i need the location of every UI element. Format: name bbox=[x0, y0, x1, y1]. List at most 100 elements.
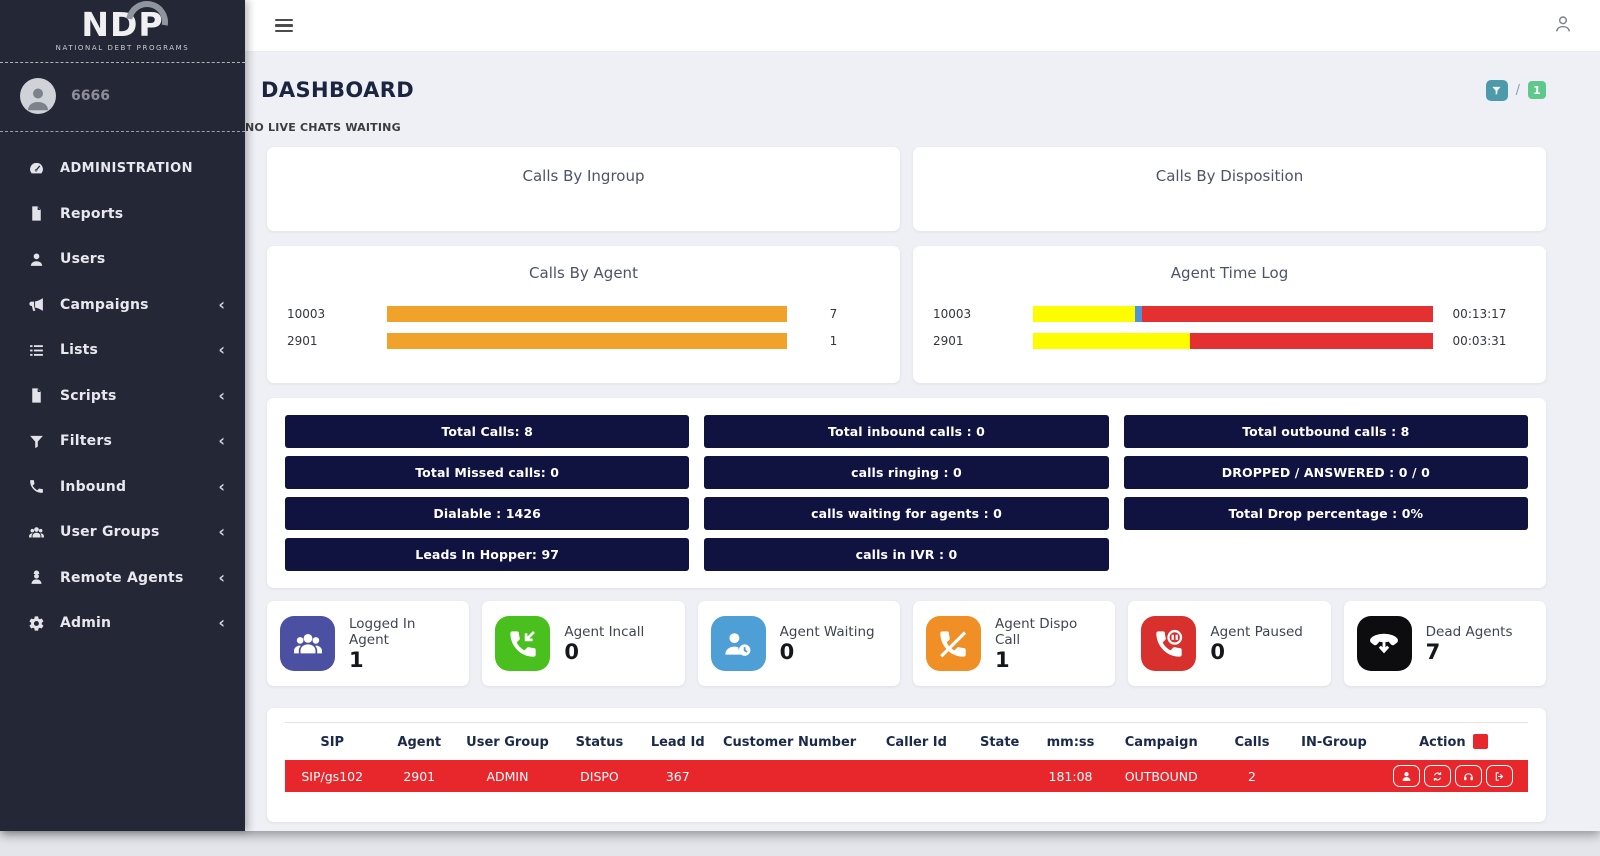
sidebar-item-user-groups[interactable]: User Groups ‹ bbox=[0, 510, 245, 556]
action-view-agent-button[interactable] bbox=[1393, 765, 1421, 787]
phone-pause-icon bbox=[1141, 616, 1197, 671]
card-label: Agent Paused bbox=[1210, 624, 1303, 640]
separator: / bbox=[1515, 82, 1520, 98]
filter-button[interactable] bbox=[1485, 79, 1508, 101]
users-group-icon bbox=[280, 616, 335, 671]
bar-value: 00:13:17 bbox=[1452, 306, 1507, 321]
card-label: Dead Agents bbox=[1425, 624, 1513, 640]
col-header-status: Status bbox=[555, 722, 643, 760]
stat-pill: DROPPED / ANSWERED : 0 / 0 bbox=[1123, 456, 1528, 489]
card-value: 7 bbox=[1425, 640, 1441, 664]
bar-rows: 10003 7 2901 1 bbox=[287, 305, 880, 349]
stats-column-1: Total Calls: 8 Total Missed calls: 0 Dia… bbox=[285, 415, 690, 579]
calls-by-ingroup-chart: Calls By Ingroup bbox=[267, 147, 900, 231]
stat-pill: Leads In Hopper: 97 bbox=[285, 538, 690, 571]
agent-waiting-card: Agent Waiting 0 bbox=[697, 601, 900, 686]
cell-caller-id bbox=[867, 760, 966, 792]
stat-pill: Total Missed calls: 0 bbox=[285, 456, 690, 489]
file-icon bbox=[27, 387, 45, 405]
live-chats-ticker: NO LIVE CHATS WAITING bbox=[245, 121, 401, 134]
stacked-bar bbox=[1033, 305, 1433, 322]
card-value: 0 bbox=[779, 640, 795, 664]
sidebar-item-label: Inbound bbox=[60, 478, 127, 495]
headphones-icon bbox=[1463, 771, 1474, 782]
sidebar-item-lists[interactable]: Lists ‹ bbox=[0, 328, 245, 374]
sidebar-item-label: Campaigns bbox=[60, 296, 149, 313]
action-legend-swatch bbox=[1472, 734, 1488, 749]
action-recycle-call-button[interactable] bbox=[1424, 765, 1452, 787]
brand-tagline: NATIONAL DEBT PROGRAMS bbox=[55, 43, 190, 52]
sidebar-item-scripts[interactable]: Scripts ‹ bbox=[0, 373, 245, 419]
stat-pill: Total Calls: 8 bbox=[285, 415, 690, 448]
card-value: 0 bbox=[1210, 640, 1225, 664]
sidebar-item-inbound[interactable]: Inbound ‹ bbox=[0, 464, 245, 510]
sidebar-item-admin[interactable]: Admin ‹ bbox=[0, 601, 245, 647]
action-logout-agent-button[interactable] bbox=[1486, 765, 1514, 787]
sidebar-item-reports[interactable]: Reports bbox=[0, 191, 245, 237]
stat-pill: calls waiting for agents : 0 bbox=[704, 497, 1109, 530]
bar bbox=[387, 332, 787, 349]
bar-row: 10003 00:13:17 bbox=[933, 305, 1526, 322]
person-photo-avatar bbox=[23, 84, 53, 114]
col-header-agent: Agent bbox=[379, 722, 459, 760]
chart-title: Calls By Ingroup bbox=[522, 167, 645, 185]
logout-icon bbox=[1494, 771, 1505, 782]
stat-pill: Dialable : 1426 bbox=[285, 497, 690, 530]
bar-rows: 10003 00:13:17 2901 00:03:31 bbox=[933, 305, 1526, 349]
chevron-left-icon: ‹ bbox=[218, 476, 225, 496]
col-header-mmss: mm:ss bbox=[1033, 722, 1108, 760]
sidebar-nav: ADMINISTRATION Reports Users Campaigns ‹… bbox=[0, 132, 245, 647]
stats-column-3: Total outbound calls : 8 DROPPED / ANSWE… bbox=[1123, 415, 1528, 579]
bar-label: 10003 bbox=[933, 306, 972, 321]
table-row: SIP/gs102 2901 ADMIN DISPO 367 181:08 OU… bbox=[285, 760, 1528, 792]
phone-incoming-icon bbox=[495, 616, 551, 671]
card-value: 1 bbox=[349, 648, 364, 672]
cell-sip: SIP/gs102 bbox=[301, 768, 364, 784]
topbar-user-icon[interactable] bbox=[1552, 13, 1574, 39]
page-title: DASHBOARD bbox=[261, 78, 415, 102]
page-header: DASHBOARD / 1 bbox=[261, 74, 1546, 106]
stat-pill: Total Drop percentage : 0% bbox=[1123, 497, 1528, 530]
bar-label: 10003 bbox=[287, 306, 326, 321]
charts-row-1: Calls By Ingroup Calls By Disposition bbox=[267, 147, 1546, 231]
sidebar-item-campaigns[interactable]: Campaigns ‹ bbox=[0, 282, 245, 328]
sidebar-item-filters[interactable]: Filters ‹ bbox=[0, 419, 245, 465]
agent-incall-card: Agent Incall 0 bbox=[482, 601, 685, 686]
bar-value: 1 bbox=[829, 333, 838, 348]
chart-title: Calls By Agent bbox=[529, 264, 638, 282]
agent-dispo-call-card: Agent Dispo Call 1 bbox=[912, 601, 1116, 686]
sidebar-item-label: Admin bbox=[60, 615, 112, 632]
cell-actions bbox=[1379, 760, 1528, 792]
sidebar-item-label: Users bbox=[60, 251, 106, 268]
bar-value: 00:03:31 bbox=[1452, 333, 1507, 348]
card-label: Agent Waiting bbox=[779, 624, 875, 640]
stat-pill: Total outbound calls : 8 bbox=[1123, 415, 1528, 448]
agent-icon bbox=[27, 569, 45, 587]
live-count-badge[interactable]: 1 bbox=[1528, 81, 1546, 99]
file-icon bbox=[27, 205, 45, 223]
stat-pill: Total inbound calls : 0 bbox=[704, 415, 1109, 448]
sidebar-item-label: Filters bbox=[60, 433, 112, 450]
sidebar-item-administration[interactable]: ADMINISTRATION bbox=[0, 146, 245, 192]
action-listen-button[interactable] bbox=[1455, 765, 1483, 787]
stacked-bar bbox=[1033, 332, 1433, 349]
gear-icon bbox=[27, 614, 45, 632]
sidebar-user-panel[interactable]: 6666 bbox=[0, 63, 245, 132]
cell-status: DISPO bbox=[580, 768, 619, 784]
stat-pill: calls ringing : 0 bbox=[704, 456, 1109, 489]
sidebar: NDP NATIONAL DEBT PROGRAMS 6666 ADMINIST… bbox=[0, 0, 245, 831]
cell-lead-id: 367 bbox=[665, 768, 690, 784]
hamburger-menu-icon[interactable] bbox=[275, 16, 293, 35]
sidebar-item-users[interactable]: Users bbox=[0, 237, 245, 283]
bar-label: 2901 bbox=[933, 333, 964, 348]
chevron-left-icon: ‹ bbox=[218, 613, 225, 633]
cell-state bbox=[966, 760, 1033, 792]
calls-by-agent-chart: Calls By Agent 10003 7 2901 1 bbox=[267, 246, 900, 383]
avatar bbox=[20, 77, 56, 114]
cell-campaign: OUTBOUND bbox=[1124, 768, 1198, 784]
brand-logo: NDP NATIONAL DEBT PROGRAMS bbox=[0, 0, 245, 63]
chevron-left-icon: ‹ bbox=[218, 340, 225, 360]
col-header-sip: SIP bbox=[285, 722, 380, 760]
card-label: Agent Dispo Call bbox=[994, 616, 1078, 648]
sidebar-item-remote-agents[interactable]: Remote Agents ‹ bbox=[0, 555, 245, 601]
